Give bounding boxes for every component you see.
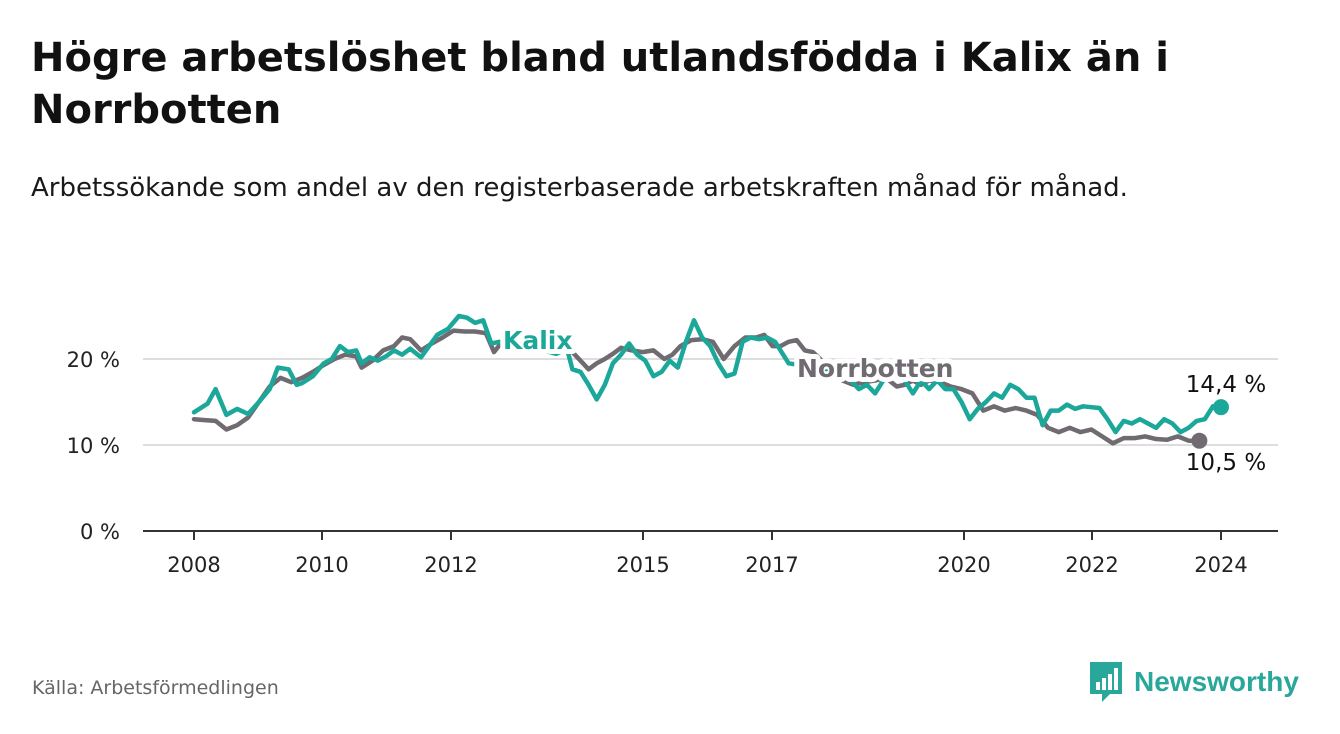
x-tick-label: 2010 (295, 553, 348, 577)
series-label-norrbotten-halo: Norrbotten (797, 354, 953, 383)
chart-title: Högre arbetslöshet bland utlandsfödda i … (31, 35, 1169, 133)
x-tick-label: 2012 (424, 553, 477, 577)
newsworthy-logo-icon (1090, 662, 1122, 702)
end-label-kalix: 14,4 % (1186, 372, 1266, 398)
x-tick-label: 2024 (1194, 553, 1247, 577)
brand-name: Newsworthy (1134, 666, 1299, 697)
end-marker-norrbotten (1191, 432, 1208, 449)
x-tick-label: 2020 (937, 553, 990, 577)
chart-subtitle: Arbetssökande som andel av den registerb… (31, 173, 1128, 203)
y-tick-label: 0 % (80, 520, 120, 544)
y-tick-label: 10 % (67, 434, 120, 458)
end-label-norrbotten: 10,5 % (1186, 450, 1266, 476)
series-line-kalix (191, 313, 1224, 435)
x-tick-label: 2015 (616, 553, 669, 577)
grid-layer: 0 % 10 % 20 % (67, 348, 1278, 544)
brand[interactable]: Newsworthy (1088, 660, 1299, 704)
y-tick-label: 20 % (67, 348, 120, 372)
x-axis: 2008 2010 2012 2015 2017 2020 2022 2024 (143, 530, 1278, 577)
series-label-kalix-halo: Kalix (503, 326, 573, 355)
source-note: Källa: Arbetsförmedlingen (32, 677, 279, 699)
series-layer (191, 313, 1229, 449)
end-marker-kalix (1213, 399, 1229, 416)
x-tick-label: 2022 (1065, 553, 1118, 577)
series-label-kalix: Kalix (503, 326, 573, 355)
x-tick-label: 2008 (167, 553, 220, 577)
series-line-norrbotten (191, 328, 1202, 446)
series-label-norrbotten: Norrbotten (797, 354, 953, 383)
x-tick-label: 2017 (745, 553, 798, 577)
